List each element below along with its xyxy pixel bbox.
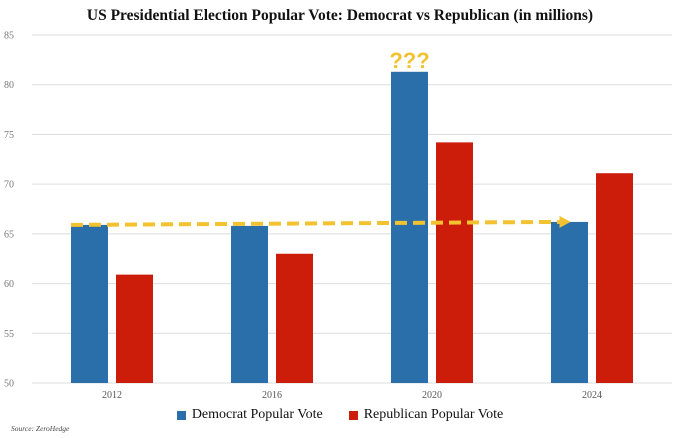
x-tick-label-2016: 2016 (262, 390, 282, 401)
bar-democrat-2024 (551, 221, 588, 383)
legend-item-democrat: Democrat Popular Vote (176, 407, 323, 423)
bar-republican-2016 (276, 253, 313, 383)
bar-democrat-2016 (231, 225, 268, 383)
bar-republican-2012 (116, 274, 153, 383)
legend-swatch-democrat (176, 410, 186, 420)
y-tick-label-70: 70 (4, 180, 14, 191)
question-marks-annotation: ??? (389, 48, 429, 73)
trend-dashed-line (70, 219, 560, 227)
y-tick-label-85: 85 (4, 31, 14, 42)
y-tick-label-55: 55 (4, 329, 14, 340)
y-tick-label-60: 60 (4, 279, 14, 290)
x-tick-label-2020: 2020 (422, 390, 442, 401)
bar-democrat-2012 (71, 224, 108, 383)
x-tick-label-2012: 2012 (102, 390, 122, 401)
trend-arrowhead (559, 215, 571, 228)
bar-democrat-2020 (391, 71, 428, 383)
x-tick-label-2024: 2024 (582, 390, 602, 401)
legend-swatch-republican (348, 410, 358, 420)
legend-item-republican: Republican Popular Vote (348, 407, 504, 423)
source-note: Source: ZeroHedge (11, 424, 70, 433)
y-tick-label-75: 75 (4, 130, 14, 141)
y-tick-label-65: 65 (4, 229, 14, 240)
y-tick-label-80: 80 (4, 80, 14, 91)
legend-label-democrat: Democrat Popular Vote (191, 407, 323, 422)
legend: Democrat Popular Vote Republican Popular… (0, 407, 680, 423)
y-tick-label-50: 50 (4, 379, 14, 390)
bar-republican-2020 (436, 142, 473, 383)
legend-label-republican: Republican Popular Vote (363, 407, 504, 422)
chart-title: US Presidential Election Popular Vote: D… (86, 7, 594, 24)
bar-republican-2024 (596, 173, 633, 383)
